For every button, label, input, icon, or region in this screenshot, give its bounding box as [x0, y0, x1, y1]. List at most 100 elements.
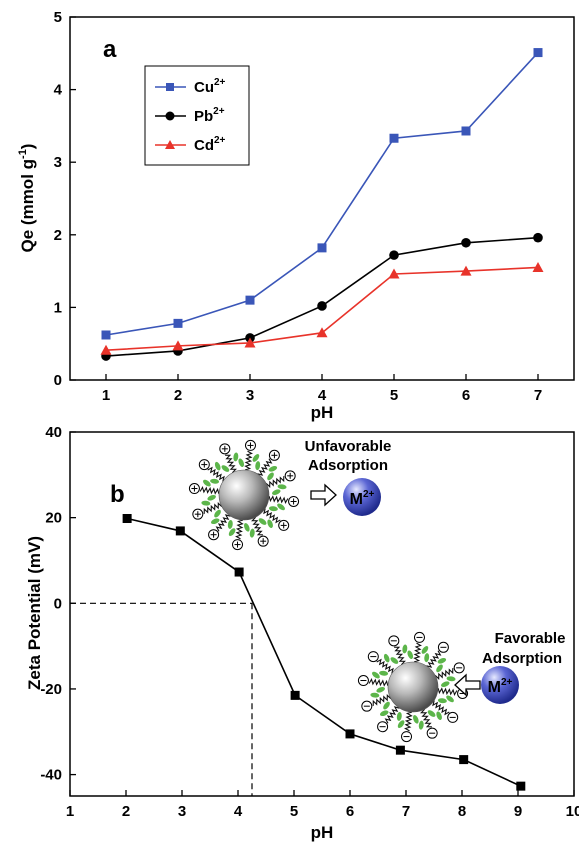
- ligand-chain: [265, 476, 285, 488]
- functional-group-icon: [214, 509, 221, 518]
- ligand-chain: [413, 642, 422, 663]
- panel-b-xtick-label: 1: [66, 803, 74, 820]
- panel-a: 1 2 3 4 5 6 7 0 1 2 3 4 5 a pH Qe (mmol g-1) Cu2+ Pb…: [17, 9, 575, 422]
- negative-nanoparticle: [357, 631, 469, 743]
- functional-group-icon: [233, 452, 239, 462]
- ligand-chain: [384, 706, 400, 724]
- functional-group-icon: [221, 465, 230, 472]
- panel-a-data-point: [172, 340, 184, 351]
- favorable-text-line1: Favorable: [495, 630, 566, 647]
- legend-entry-pb: Pb2+: [155, 106, 225, 125]
- panel-b-xlabel: pH: [311, 823, 334, 842]
- functional-group-icon: [376, 686, 385, 693]
- panel-a-xtick-label: 3: [246, 387, 254, 404]
- panel-a-data-point: [316, 327, 328, 338]
- panel-a-data-point: [100, 344, 112, 355]
- panel-a-ytick-label: 3: [54, 154, 62, 171]
- functional-group-icon: [258, 518, 267, 525]
- favorable-illustration: Favorable Adsorption M2+: [357, 630, 566, 743]
- functional-group-icon: [380, 710, 389, 717]
- arrow-right-icon: [310, 483, 337, 507]
- ligand-chain: [376, 658, 394, 674]
- panel-b-data-point: [516, 781, 526, 791]
- panel-b-xtick-label: 7: [402, 803, 410, 820]
- legend-label-pb: Pb2+: [194, 106, 225, 125]
- panel-b-data-point: [290, 690, 300, 700]
- panel-b-xtick-label: 5: [290, 803, 298, 820]
- panel-b-data-point: [234, 567, 244, 577]
- unfavorable-illustration: Unfavorable Adsorption M2+: [188, 438, 392, 551]
- functional-group-icon: [210, 478, 220, 484]
- panel-a-data-point: [388, 268, 400, 279]
- panel-a-series: [100, 48, 544, 361]
- panel-a-ylabel: Qe (mmol g-1): [17, 144, 37, 253]
- ligand-chain: [372, 694, 392, 706]
- panel-a-ytick-label: 2: [54, 227, 62, 244]
- functional-group-icon: [372, 671, 380, 679]
- panel-b-xtick-label: 2: [122, 803, 130, 820]
- panel-a-xtick-label: 2: [174, 387, 182, 404]
- functional-group-icon: [407, 650, 414, 659]
- ligand-chain: [207, 466, 225, 482]
- panel-a-data-point: [461, 237, 471, 248]
- panel-b-ylabel: Zeta Potential (mV): [25, 536, 44, 690]
- legend-marker-cd: [165, 140, 175, 149]
- panel-a-data-point: [461, 126, 471, 136]
- functional-group-icon: [424, 653, 430, 663]
- ligand-chain: [263, 508, 281, 524]
- panel-a-data-point: [173, 318, 183, 328]
- functional-group-icon: [437, 698, 447, 704]
- panel-a-gridticks: 1 2 3 4 5 6 7 0 1 2 3 4 5: [54, 9, 543, 404]
- functional-group-icon: [214, 461, 221, 471]
- panel-a-data-point: [389, 133, 399, 143]
- functional-group-icon: [370, 692, 380, 698]
- panel-b-xtick-label: 6: [346, 803, 354, 820]
- panel-b-ytick-label: 20: [45, 510, 62, 527]
- metal-ion-sphere-bottom: [481, 666, 519, 704]
- panel-a-ytick-label: 0: [54, 372, 62, 389]
- metal-ion-label-bottom: M2+: [488, 677, 513, 696]
- legend-entry-cu: Cu2+: [155, 77, 226, 96]
- ligand-chain: [235, 519, 244, 540]
- panel-b-series-line-0: [126, 517, 522, 787]
- ligand-chain: [437, 687, 458, 696]
- panel-a-label: a: [103, 36, 117, 63]
- panel-a-data-point: [389, 250, 399, 260]
- ligand-chain: [199, 486, 220, 495]
- ligand-chain: [394, 646, 406, 666]
- panel-a-xlabel: pH: [311, 403, 334, 422]
- unfavorable-text-line1: Unfavorable: [305, 438, 392, 455]
- panel-b-ytick-label: 40: [45, 424, 62, 441]
- panel-a-series-line-1: [105, 236, 539, 357]
- panel-a-data-point: [460, 265, 472, 276]
- panel-b-xtick-label: 3: [178, 803, 186, 820]
- panel-a-data-point: [244, 337, 256, 348]
- functional-group-icon: [268, 466, 278, 472]
- panel-b-data-point: [122, 514, 132, 524]
- panel-b-xtick-label: 8: [458, 803, 466, 820]
- functional-group-icon: [252, 454, 260, 462]
- ligand-chain: [268, 495, 289, 504]
- functional-group-icon: [397, 720, 405, 728]
- panel-a-xtick-label: 7: [534, 387, 542, 404]
- functional-group-icon: [418, 720, 424, 730]
- functional-group-icon: [383, 701, 390, 710]
- panel-a-data-point: [532, 261, 544, 272]
- panel-a-data-point: [317, 301, 327, 311]
- legend-label-cd: Cd2+: [194, 135, 226, 154]
- legend-marker-cu: [166, 83, 174, 91]
- panel-b-series: [122, 514, 526, 791]
- panel-a-frame: [69, 16, 575, 381]
- functional-group-icon: [277, 503, 285, 511]
- panel-a-xtick-label: 5: [390, 387, 398, 404]
- panel-b-xtick-label: 10: [566, 803, 579, 820]
- functional-group-icon: [421, 646, 429, 654]
- functional-group-icon: [379, 670, 389, 676]
- functional-group-icon: [203, 479, 211, 487]
- ligand-chain: [215, 514, 231, 532]
- ligand-chain: [368, 678, 389, 687]
- panel-b-gridticks: 1 2 3 4 5 6 7 8 9 10 -40 -20 0 20 40: [40, 424, 579, 820]
- panel-a-data-point: [317, 243, 327, 253]
- ligand-chain: [251, 516, 263, 536]
